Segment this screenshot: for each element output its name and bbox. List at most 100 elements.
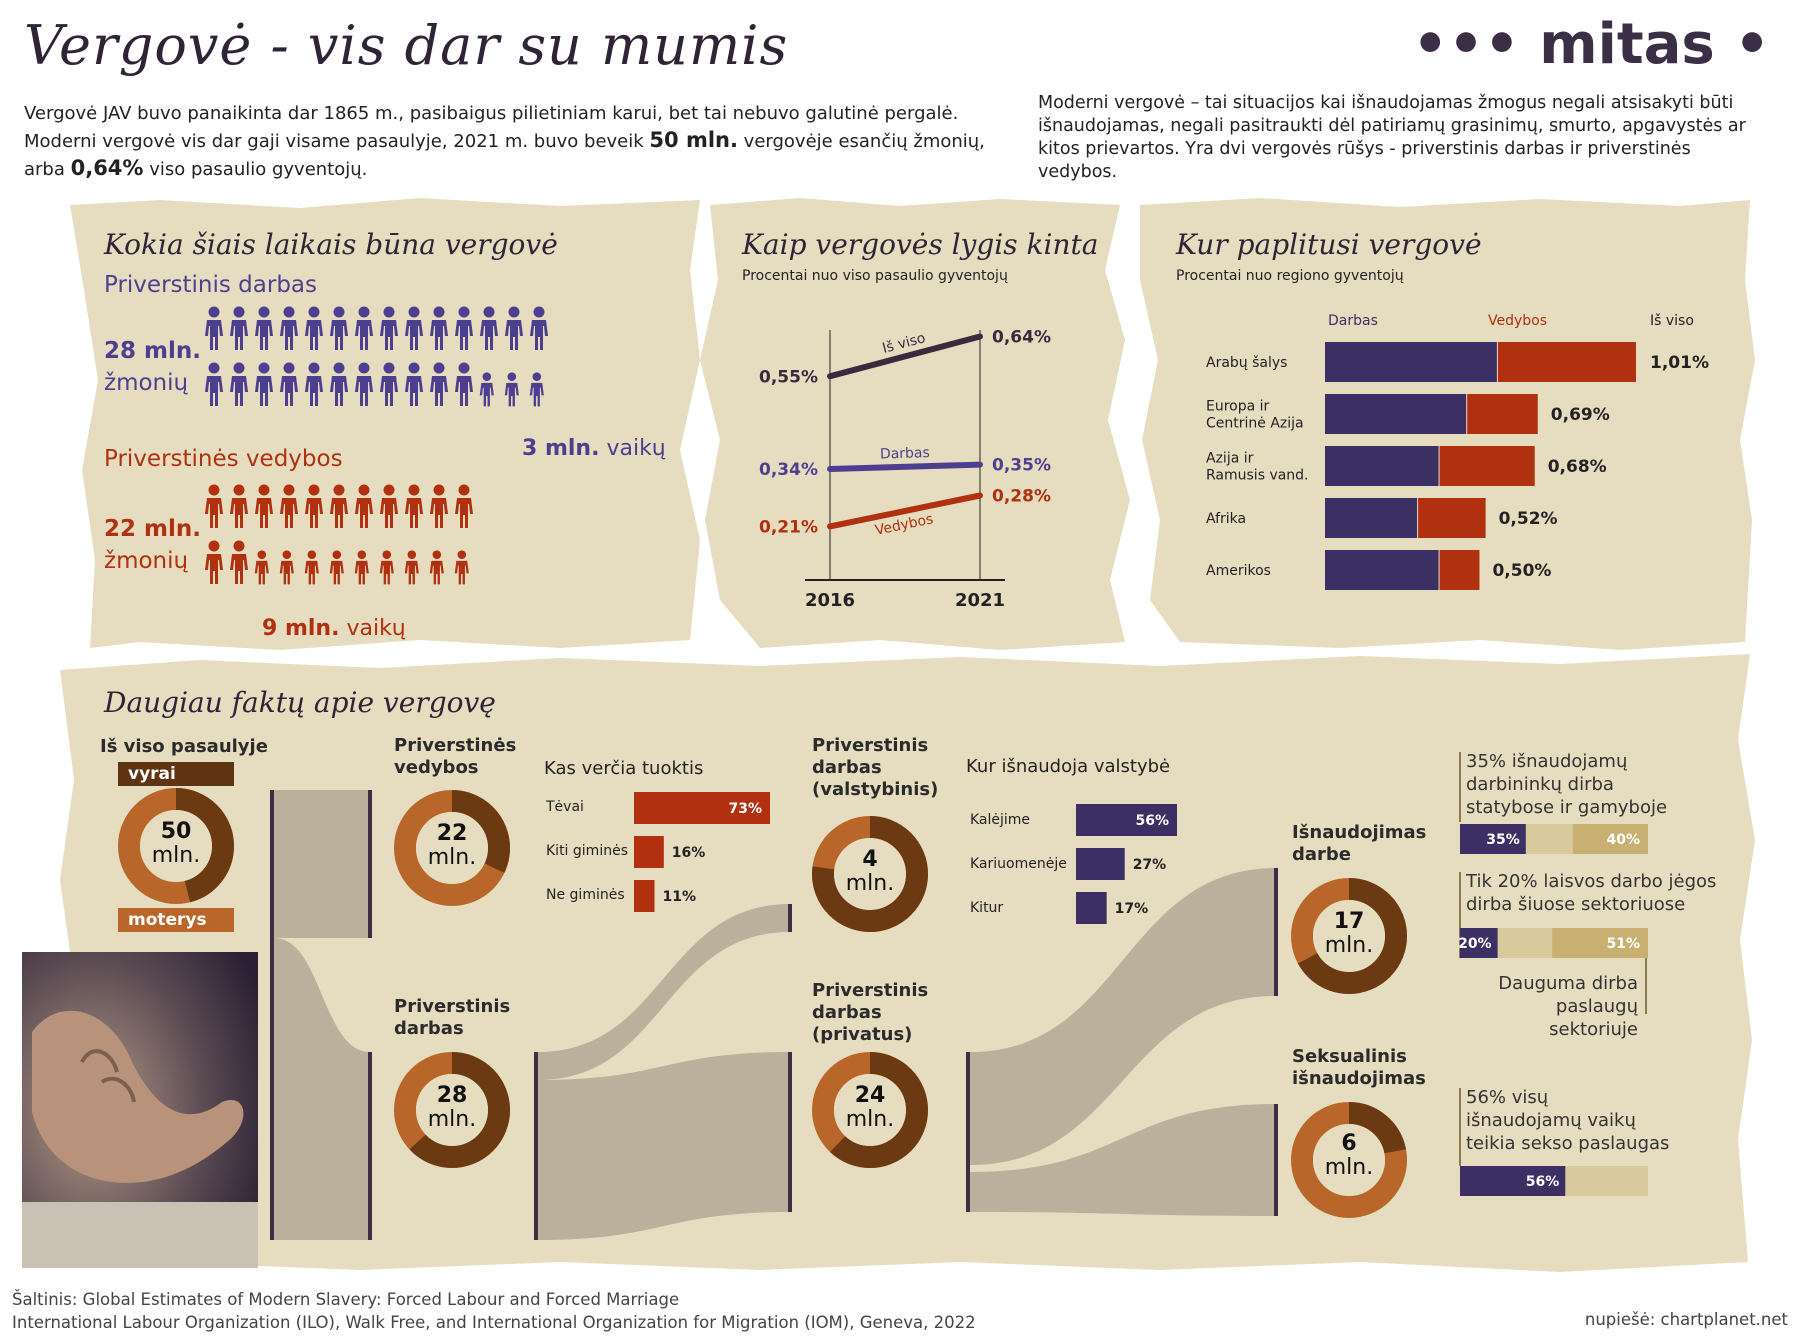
cause-label-0: Tėvai bbox=[545, 799, 584, 815]
marriage-person-icon bbox=[430, 484, 448, 528]
node-bar-private-out bbox=[966, 1052, 970, 1212]
fact-1-bar-b bbox=[1572, 824, 1648, 854]
marriage-child-icon bbox=[279, 550, 294, 585]
line-1 bbox=[827, 461, 983, 472]
place-value-0: 56% bbox=[1135, 813, 1169, 829]
header-total: Iš viso bbox=[1650, 313, 1694, 329]
marriage-child-icon bbox=[379, 550, 394, 585]
fact-2-text: Tik 20% laisvos darbo jėgos dirba šiuose … bbox=[1466, 871, 1717, 915]
node-bar-labor bbox=[368, 1052, 372, 1240]
series-name-1: Darbas bbox=[880, 445, 930, 462]
labor-person-icon bbox=[355, 306, 373, 350]
labor-person-icon bbox=[305, 362, 323, 406]
state-place-title: Kur išnaudoja valstybė bbox=[966, 756, 1171, 777]
place-value-1: 27% bbox=[1133, 857, 1167, 873]
fact-2-bar-a-label: 20% bbox=[1458, 936, 1492, 952]
men-legend: vyrai bbox=[118, 762, 234, 786]
label-end-0: 0,64% bbox=[992, 328, 1051, 348]
labor-person-icon bbox=[455, 306, 473, 350]
labor-person-icon bbox=[530, 306, 548, 350]
node-bar-labor-out bbox=[534, 1052, 538, 1240]
flow-world-labor bbox=[274, 938, 370, 1240]
label-start-1: 0,34% bbox=[759, 460, 818, 480]
bar-vedybos-1 bbox=[1467, 394, 1538, 434]
labor-person-icon bbox=[230, 306, 248, 350]
marriage-person-icon bbox=[455, 484, 473, 528]
place-label-2: Kitur bbox=[970, 900, 1003, 916]
x-tick-2016: 2016 bbox=[805, 590, 855, 611]
credit[interactable]: nupiešė: chartplanet.net bbox=[1584, 1310, 1788, 1329]
marriage-unit: žmonių bbox=[104, 548, 189, 574]
marriage-person-icon bbox=[305, 484, 323, 528]
marriage-children: 9 mln. vaikų bbox=[262, 616, 406, 641]
marriage-person-icon bbox=[205, 484, 223, 528]
panel-4-title: Daugiau faktų apie vergovę bbox=[104, 686, 496, 719]
panel-1-title: Kokia šiais laikais būna vergovė bbox=[104, 228, 558, 261]
marriage-child-icon bbox=[304, 550, 319, 585]
marriage-title: Priverstinės vedybos bbox=[104, 446, 343, 472]
intro-line-3: arba 0,64% viso pasaulio gyventojų. bbox=[24, 156, 368, 180]
marriage-donut-text: 22 mln. bbox=[427, 821, 477, 870]
fact-4-bar-a bbox=[1460, 1166, 1566, 1196]
labor-node-label: Priverstinis darbas bbox=[394, 996, 511, 1039]
private-node-label: Priverstinis darbas (privatus) bbox=[812, 980, 929, 1045]
bar-vedybos-2 bbox=[1439, 446, 1535, 486]
marriage-person-icon bbox=[405, 484, 423, 528]
node-bar-world bbox=[270, 790, 274, 1240]
labor-person-icon bbox=[405, 306, 423, 350]
labor-person-icon bbox=[255, 362, 273, 406]
flow-private-labor-ex bbox=[970, 868, 1276, 1165]
region-label-0: Arabų šalys bbox=[1206, 355, 1287, 371]
total-label-4: 0,50% bbox=[1492, 561, 1551, 581]
labor-person-icon bbox=[280, 306, 298, 350]
hands-photo bbox=[22, 952, 258, 1268]
place-bar-2 bbox=[1076, 892, 1107, 924]
panel-2-title: Kaip vergovės lygis kinta bbox=[742, 228, 1099, 261]
bar-darbas-1 bbox=[1325, 394, 1467, 434]
labor-person-icon bbox=[230, 362, 248, 406]
marriage-node-label: Priverstinės vedybos bbox=[394, 735, 517, 778]
labor-person-icon bbox=[430, 362, 448, 406]
fact-4-bar-a-label: 56% bbox=[1526, 1174, 1560, 1190]
labor-donut-text: 28 mln. bbox=[427, 1083, 477, 1132]
bar-vedybos-4 bbox=[1439, 550, 1480, 590]
sex-donut-text: 6 mln. bbox=[1324, 1131, 1374, 1180]
marriage-child-icon bbox=[354, 550, 369, 585]
fact-1-bar-a-label: 35% bbox=[1486, 832, 1520, 848]
world-label: Iš viso pasaulyje bbox=[100, 736, 268, 757]
fact-2-bar-b-label: 51% bbox=[1606, 936, 1640, 952]
region-label-3: Afrika bbox=[1206, 511, 1246, 527]
marriage-person-icon bbox=[255, 484, 273, 528]
labor-person-icon bbox=[305, 306, 323, 350]
node-bar-marriage bbox=[368, 790, 372, 938]
flow-labor-private bbox=[538, 1052, 790, 1240]
cause-label-2: Ne giminės bbox=[546, 887, 625, 903]
panel-3-title: Kur paplitusi vergovė bbox=[1176, 228, 1482, 261]
flow-world-marriage bbox=[274, 790, 370, 938]
labor-count: 28 mln. bbox=[104, 338, 201, 364]
state-node-label: Priverstinis darbas (valstybinis) bbox=[812, 735, 939, 800]
mitas-logo[interactable]: ••• mitas • bbox=[1412, 12, 1770, 77]
fact-4-text: 56% visų išnaudojamų vaikų teikia sekso pa… bbox=[1466, 1087, 1670, 1154]
intro-line-1: Vergovė JAV buvo panaikinta dar 1865 m.,… bbox=[24, 103, 959, 124]
world-donut-text: 50 mln. bbox=[151, 819, 201, 868]
labor-person-icon bbox=[330, 306, 348, 350]
place-bar-1 bbox=[1076, 848, 1125, 880]
marriage-child-icon bbox=[454, 550, 469, 585]
fact-1-bar-a bbox=[1460, 824, 1526, 854]
region-label-2: Ramusis vand. bbox=[1206, 468, 1309, 484]
world-donut bbox=[118, 788, 234, 904]
total-label-1: 0,69% bbox=[1551, 405, 1610, 425]
labor-person-icon bbox=[330, 362, 348, 406]
labor-unit: žmonių bbox=[104, 370, 189, 396]
total-label-2: 0,68% bbox=[1548, 457, 1607, 477]
fact-1-text: 35% išnaudojamų darbininkų dirba statybose… bbox=[1466, 751, 1668, 818]
marriage-donut bbox=[394, 790, 510, 906]
fact-2-bar-b bbox=[1552, 928, 1648, 958]
region-label-2: Azija ir bbox=[1206, 451, 1254, 467]
bar-darbas-2 bbox=[1325, 446, 1439, 486]
cause-value-2: 11% bbox=[662, 889, 696, 905]
source-note: Šaltinis: Global Estimates of Modern Sla… bbox=[12, 1290, 976, 1332]
intro-right: Moderni vergovė – tai situacijos kai išn… bbox=[1038, 93, 1746, 182]
